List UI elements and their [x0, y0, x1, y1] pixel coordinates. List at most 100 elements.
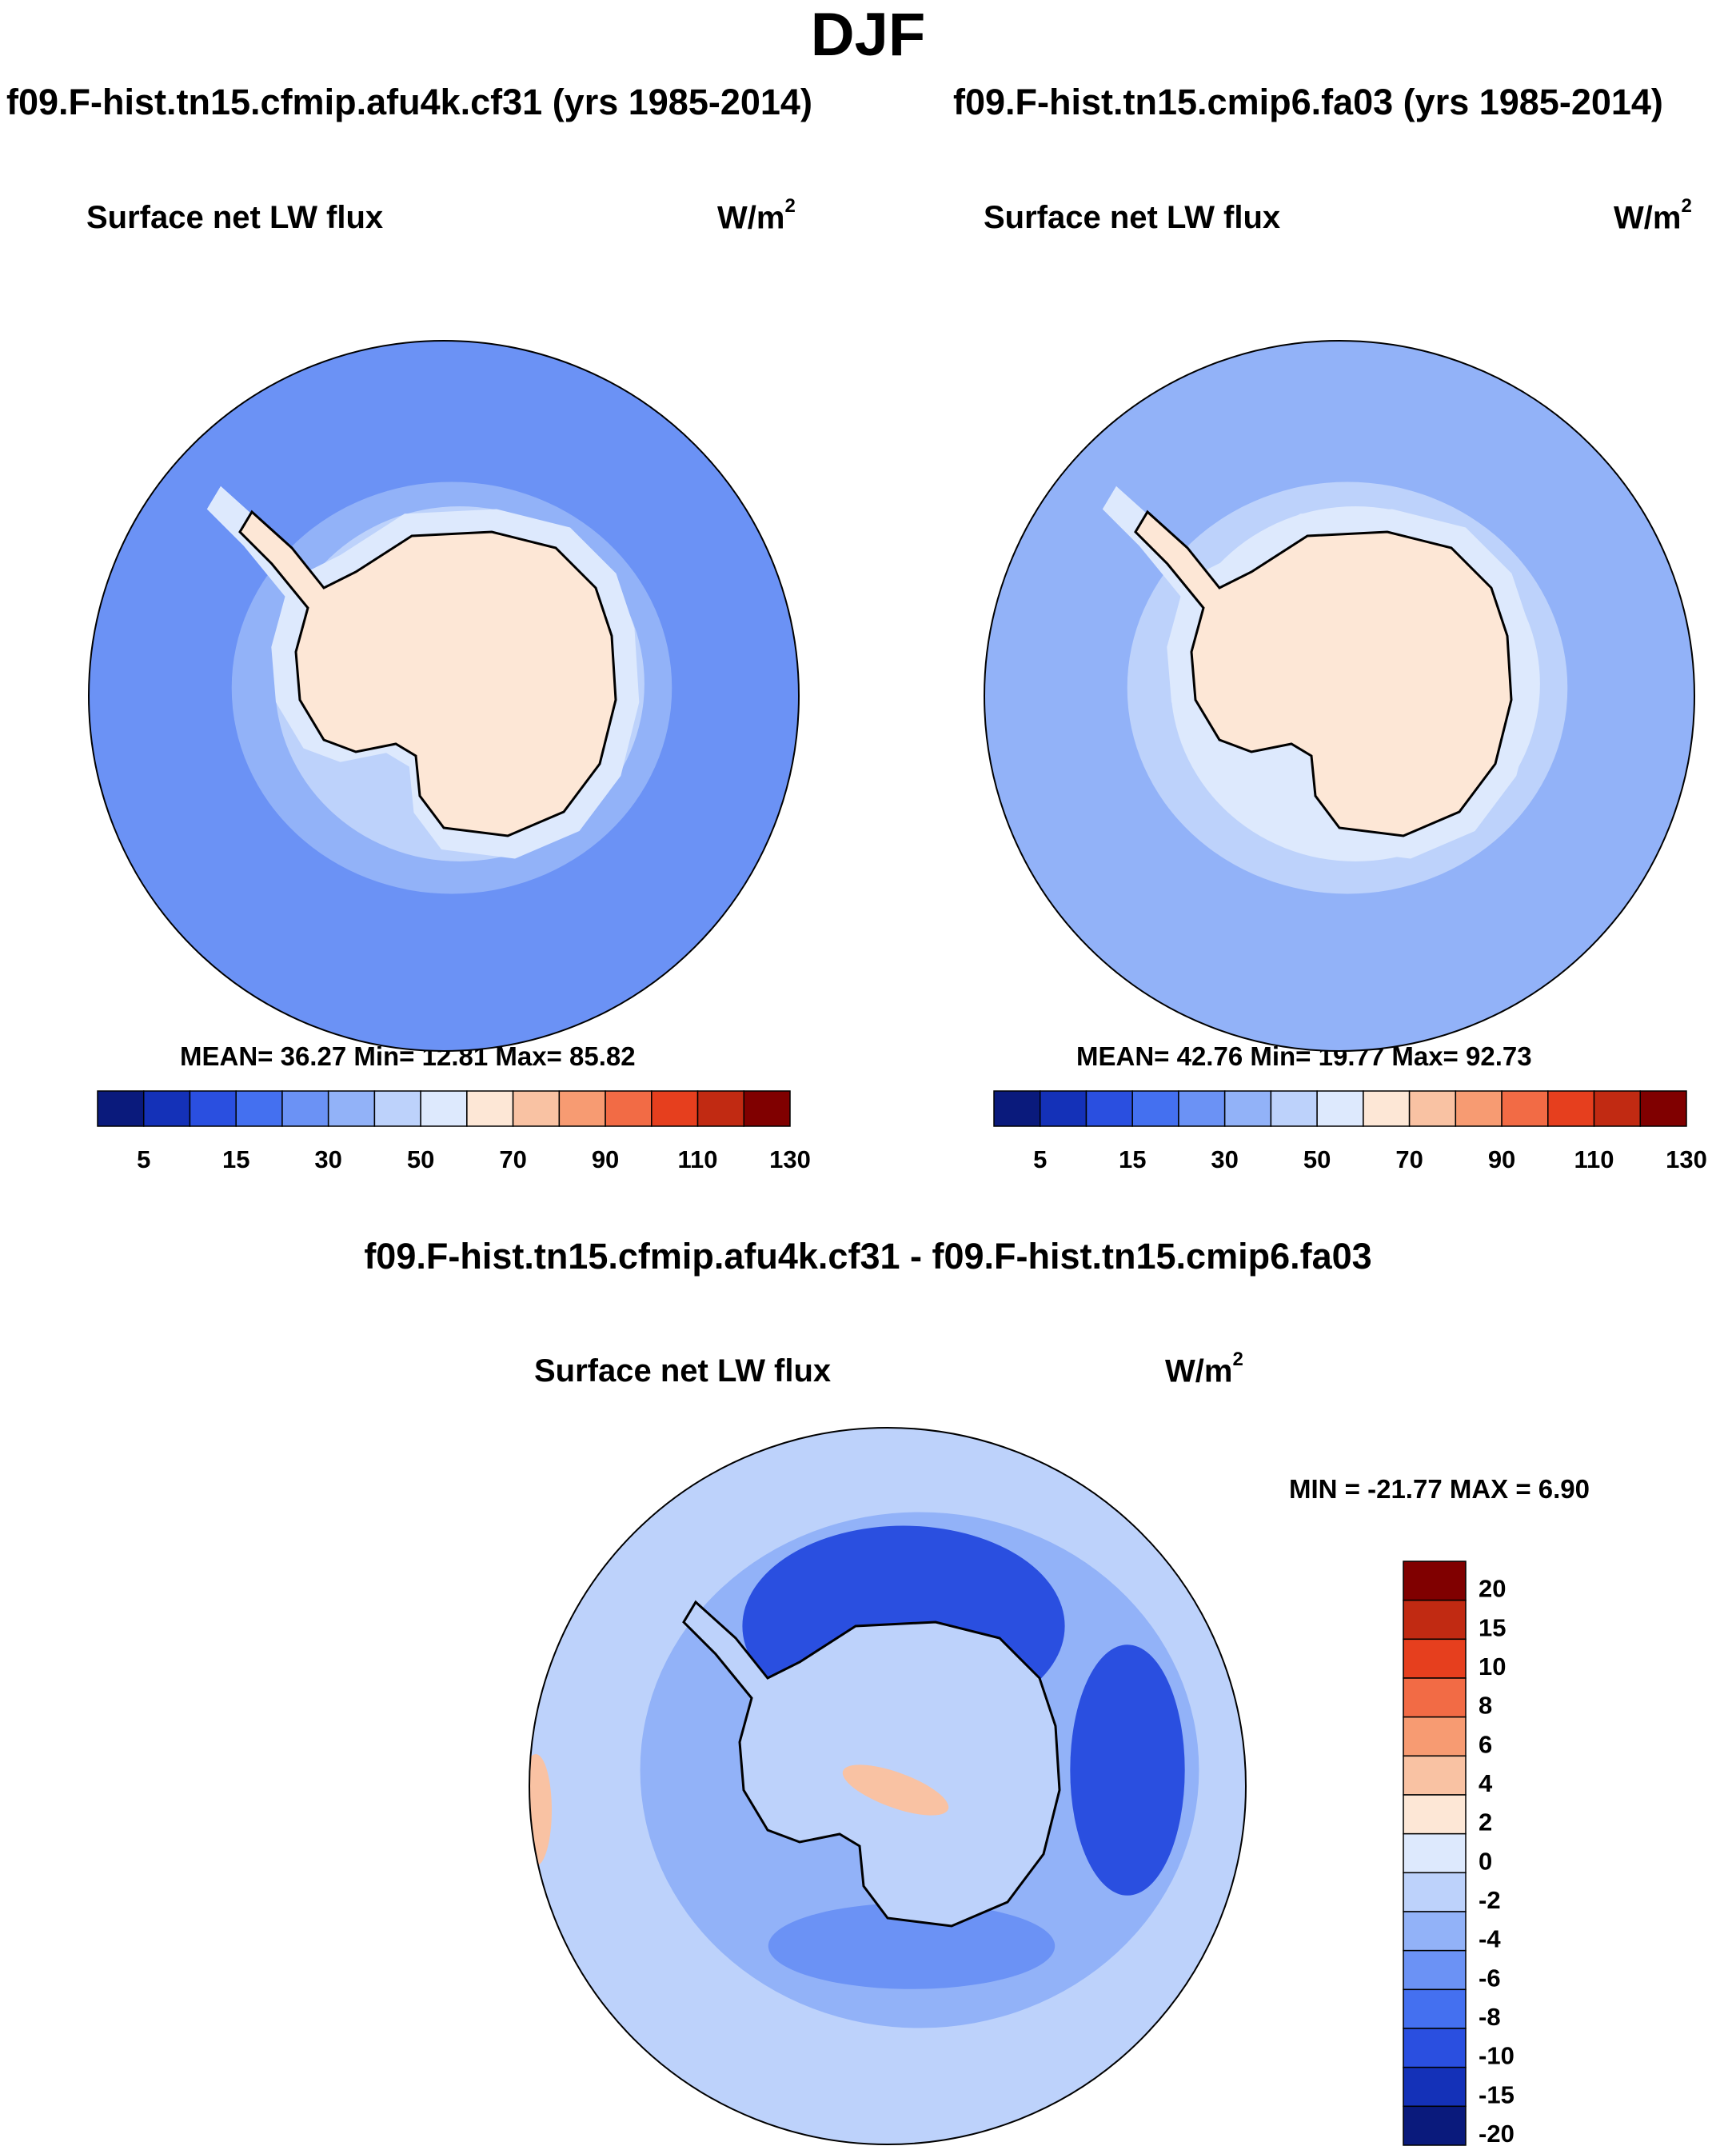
colorbar-box [696, 1090, 745, 1127]
colorbar-box [558, 1090, 606, 1127]
units-label-right: W/m2 [1614, 195, 1692, 236]
colorbar-box [1403, 1677, 1467, 1718]
colorbar-box [1403, 1638, 1467, 1679]
field-west-positive [529, 1754, 552, 1866]
colorbar-tick-label: 2 [1479, 1808, 1492, 1836]
colorbar-tick-label: 15 [1119, 1145, 1146, 1173]
colorbar-box [651, 1090, 699, 1127]
colorbar-2: 5 15 30 50 70 90 110 130 [993, 1090, 1707, 1173]
colorbar-box [1403, 1911, 1467, 1952]
colorbar-box [235, 1090, 283, 1127]
stats-diff: MIN = -21.77 MAX = 6.90 [1289, 1474, 1590, 1504]
colorbar-tick-label: -10 [1479, 2042, 1515, 2070]
colorbar-box [1547, 1090, 1595, 1127]
variable-label-left: Surface net LW flux [86, 200, 384, 235]
colorbar-tick-label: 30 [314, 1145, 341, 1173]
map-border [984, 340, 1695, 1052]
colorbar-tick-label: 110 [678, 1145, 718, 1173]
colorbar-box [142, 1090, 191, 1127]
colorbar-box [1403, 1755, 1467, 1796]
colorbar-box [1403, 1561, 1467, 1601]
field-antarctic-interior [240, 512, 616, 836]
colorbar-tick-label: 50 [1303, 1145, 1331, 1173]
colorbar-box [1403, 1794, 1467, 1835]
difference-title: f09.F-hist.tn15.cfmip.afu4k.cf31 - f09.F… [364, 1236, 1372, 1277]
colorbar-box [1455, 1090, 1503, 1127]
colorbar-box [420, 1090, 468, 1127]
colorbar-box [1408, 1090, 1457, 1127]
map-panel-2 [984, 341, 1694, 1051]
colorbar-tick-label: 0 [1479, 1847, 1492, 1875]
colorbar-box [373, 1090, 421, 1127]
colorbar-tick-label: 5 [1033, 1145, 1047, 1173]
colorbar-tick-label: 10 [1479, 1652, 1506, 1680]
colorbar-box [605, 1090, 652, 1127]
colorbar-box [1403, 2066, 1467, 2108]
colorbar-tick-label: 6 [1479, 1730, 1492, 1758]
colorbar-box [1639, 1090, 1687, 1127]
map-border [529, 1427, 1247, 2145]
colorbar-tick-label: 110 [1574, 1145, 1614, 1173]
case-title-right: f09.F-hist.tn15.cmip6.fa03 (yrs 1985-201… [953, 82, 1663, 122]
colorbar-tick-label: 15 [1479, 1613, 1506, 1641]
map-panel-1 [89, 341, 799, 1051]
colorbar-box [466, 1090, 514, 1127]
colorbar-tick-label: -6 [1479, 1964, 1501, 1992]
colorbar-box [327, 1090, 376, 1127]
field-antarctic-interior [1135, 512, 1511, 836]
field-strong-negative-east [1070, 1644, 1185, 1896]
colorbar-box [1403, 1872, 1467, 1912]
colorbar-tick-label: 50 [407, 1145, 434, 1173]
colorbar-box [1593, 1090, 1642, 1127]
colorbar-tick-label: 30 [1211, 1145, 1238, 1173]
colorbar-tick-label: -20 [1479, 2120, 1515, 2148]
colorbar-box [743, 1090, 791, 1127]
colorbar-box [1270, 1090, 1318, 1127]
case-title-left: f09.F-hist.tn15.cfmip.afu4k.cf31 (yrs 19… [6, 82, 812, 122]
colorbar-tick-label: 4 [1479, 1769, 1493, 1797]
colorbar-box [1403, 2028, 1467, 2068]
colorbar-box [1403, 1949, 1467, 1991]
colorbar-tick-label: 130 [1666, 1145, 1707, 1173]
colorbar-tick-label: -8 [1479, 2003, 1501, 2031]
colorbar-tick-label: 130 [769, 1145, 811, 1173]
coastline [1134, 510, 1513, 837]
figure-title: DJF [810, 1, 926, 69]
colorbar-box [1403, 1988, 1467, 2029]
colorbar-tick-label: 20 [1479, 1575, 1506, 1603]
colorbar-tick-label: 5 [137, 1145, 150, 1173]
units-label-diff: W/m2 [1165, 1349, 1243, 1389]
colorbar-tick-label: 8 [1479, 1692, 1492, 1720]
colorbar-box [1039, 1090, 1087, 1127]
colorbar-box [1403, 1599, 1467, 1640]
map-border [88, 340, 800, 1052]
map-panel-3 [529, 1428, 1246, 2144]
colorbar-tick-label: -2 [1479, 1886, 1501, 1914]
colorbar-box [1131, 1090, 1179, 1127]
coastline [682, 1600, 1061, 1928]
colorbar-tick-label: -15 [1479, 2080, 1515, 2108]
field-negative-south [768, 1903, 1056, 1989]
units-label-left: W/m2 [717, 195, 796, 236]
colorbar-tick-label: 90 [1488, 1145, 1515, 1173]
colorbar-box [1223, 1090, 1272, 1127]
colorbar-tick-label: 90 [592, 1145, 619, 1173]
colorbar-box [1403, 1716, 1467, 1757]
colorbar-box [1403, 1832, 1467, 1874]
field-antarctic-interior [684, 1602, 1060, 1926]
colorbar-tick-label: 15 [222, 1145, 249, 1173]
variable-label-diff: Surface net LW flux [534, 1353, 832, 1389]
colorbar-box [97, 1090, 145, 1127]
colorbar-1: 5 15 30 50 70 90 110 130 [97, 1090, 811, 1173]
colorbar-box [1403, 2105, 1467, 2146]
colorbar-box [1363, 1090, 1411, 1127]
colorbar-tick-label: 70 [499, 1145, 526, 1173]
colorbar-box [993, 1090, 1041, 1127]
colorbar-box [1501, 1090, 1549, 1127]
colorbar-box [1178, 1090, 1226, 1127]
colorbar-box [1316, 1090, 1364, 1127]
colorbar-tick-label: -4 [1479, 1925, 1501, 1953]
colorbar-box [189, 1090, 237, 1127]
